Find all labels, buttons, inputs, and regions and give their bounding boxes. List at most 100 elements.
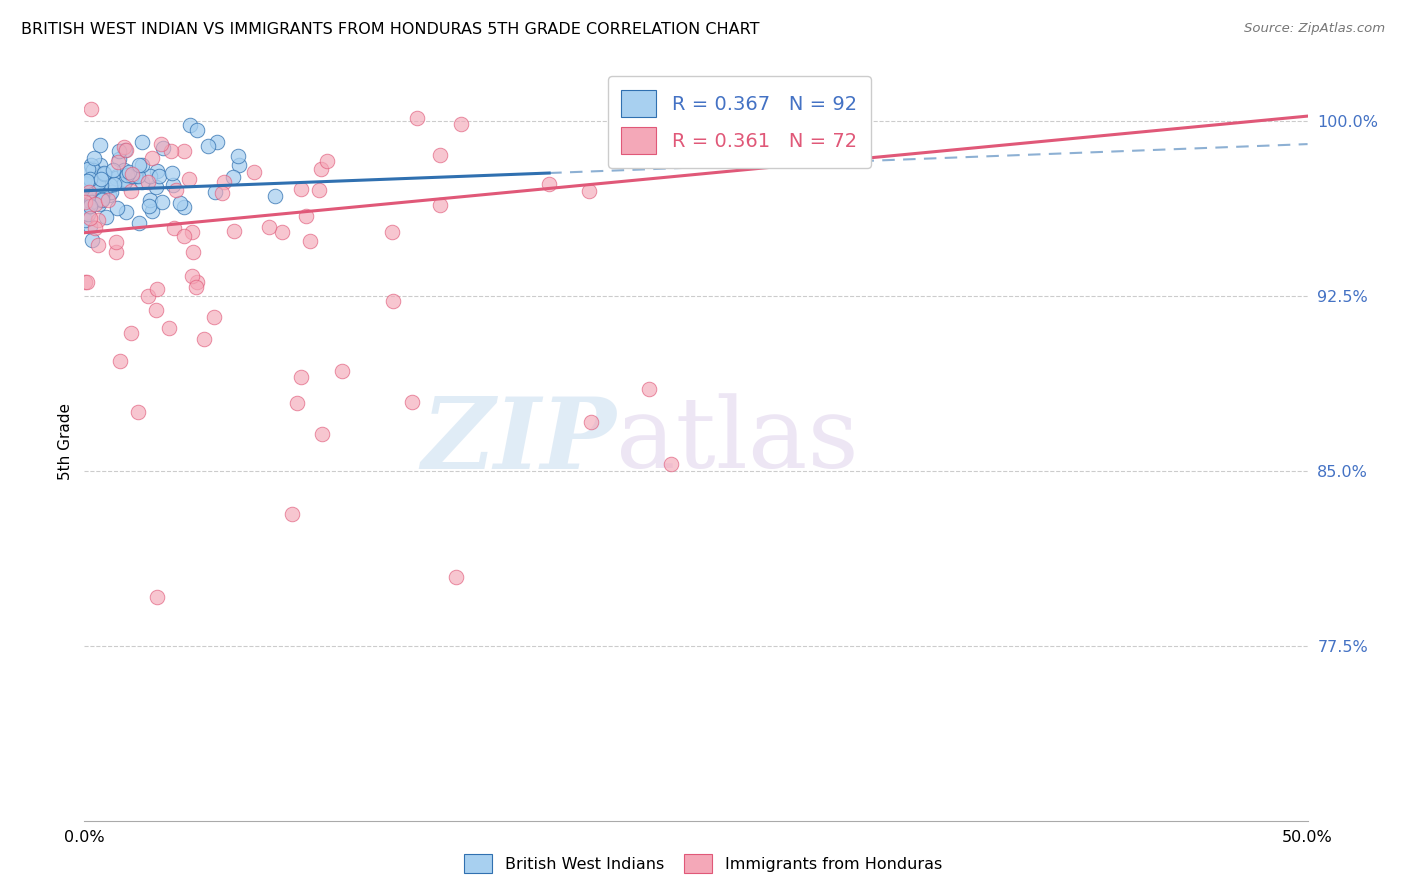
Point — [83, 172, 105, 186]
Point — [204, 185, 226, 199]
Point — [98, 178, 121, 193]
Point — [381, 225, 404, 239]
Point — [84, 197, 107, 211]
Point — [173, 200, 195, 214]
Point — [226, 149, 249, 163]
Point — [93, 168, 115, 182]
Point — [84, 220, 107, 235]
Point — [184, 280, 207, 294]
Point — [264, 188, 287, 202]
Point — [157, 320, 180, 334]
Y-axis label: 5th Grade: 5th Grade — [58, 403, 73, 480]
Point — [75, 184, 97, 198]
Point — [75, 177, 97, 191]
Point — [98, 188, 121, 202]
Point — [100, 185, 122, 199]
Point — [309, 162, 332, 177]
Point — [90, 178, 112, 193]
Point — [381, 293, 404, 308]
Point — [257, 219, 280, 234]
Point — [91, 192, 114, 206]
Point — [315, 153, 337, 168]
Point — [89, 167, 111, 181]
Point — [75, 178, 97, 192]
Point — [295, 209, 318, 223]
Point — [75, 194, 97, 209]
Point — [114, 143, 136, 157]
Point — [128, 158, 150, 172]
Point — [86, 238, 108, 252]
Point — [80, 161, 103, 176]
Point — [148, 169, 170, 183]
Point — [89, 193, 111, 207]
Point — [160, 144, 183, 158]
Point — [131, 135, 153, 149]
Point — [80, 102, 103, 116]
Point — [105, 170, 128, 185]
Point — [82, 189, 104, 203]
Point — [181, 225, 204, 239]
Point — [77, 200, 100, 214]
Point — [83, 151, 105, 165]
Point — [160, 166, 183, 180]
Legend: British West Indians, Immigrants from Honduras: British West Indians, Immigrants from Ho… — [457, 847, 949, 880]
Point — [120, 326, 142, 341]
Point — [115, 173, 138, 187]
Point — [105, 235, 128, 249]
Point — [145, 591, 167, 605]
Point — [114, 174, 136, 188]
Point — [308, 183, 330, 197]
Point — [138, 199, 160, 213]
Point — [114, 205, 136, 219]
Point — [90, 171, 112, 186]
Point — [136, 289, 159, 303]
Point — [89, 138, 111, 153]
Point — [76, 174, 98, 188]
Point — [110, 354, 132, 368]
Point — [108, 144, 131, 158]
Point — [659, 458, 682, 472]
Point — [121, 167, 143, 181]
Point — [79, 199, 101, 213]
Point — [212, 175, 235, 189]
Point — [82, 187, 104, 202]
Point — [120, 184, 142, 198]
Point — [149, 137, 172, 152]
Point — [290, 181, 312, 195]
Point — [76, 177, 98, 191]
Point — [173, 229, 195, 244]
Point — [127, 169, 149, 183]
Point — [79, 219, 101, 233]
Point — [280, 507, 302, 521]
Point — [180, 269, 202, 284]
Point — [141, 204, 163, 219]
Point — [145, 179, 167, 194]
Point — [77, 186, 100, 200]
Point — [197, 139, 219, 153]
Point — [105, 245, 128, 260]
Legend: R = 0.367   N = 92, R = 0.361   N = 72: R = 0.367 N = 92, R = 0.361 N = 72 — [607, 76, 870, 168]
Point — [108, 152, 131, 166]
Point — [82, 195, 104, 210]
Point — [222, 169, 245, 184]
Point — [193, 333, 215, 347]
Point — [139, 193, 162, 207]
Point — [112, 140, 135, 154]
Point — [83, 189, 105, 203]
Point — [127, 405, 149, 419]
Point — [131, 175, 153, 189]
Point — [146, 282, 169, 296]
Point — [80, 194, 103, 209]
Text: ZIP: ZIP — [422, 393, 616, 490]
Point — [112, 176, 135, 190]
Point — [76, 276, 98, 290]
Point — [173, 145, 195, 159]
Point — [77, 175, 100, 189]
Point — [152, 141, 174, 155]
Point — [80, 158, 103, 172]
Text: atlas: atlas — [616, 393, 859, 490]
Point — [578, 184, 600, 198]
Point — [638, 383, 661, 397]
Point — [186, 123, 208, 137]
Point — [401, 395, 423, 409]
